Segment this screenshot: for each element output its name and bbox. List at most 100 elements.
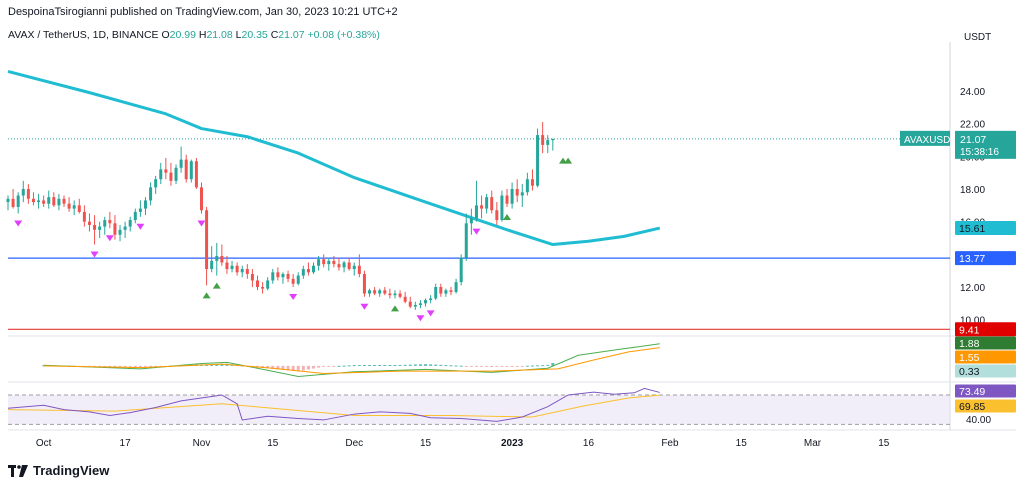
low-value: 20.35 bbox=[241, 29, 268, 41]
macd-histogram-bar bbox=[118, 365, 122, 367]
candle-body bbox=[454, 282, 458, 292]
countdown-text: 15:38:16 bbox=[960, 147, 999, 158]
close-value: 21.07 bbox=[278, 29, 305, 41]
candle-body bbox=[62, 198, 66, 204]
candle-body bbox=[184, 159, 188, 180]
candle-body bbox=[398, 293, 402, 297]
candle-body bbox=[347, 262, 351, 270]
candle-body bbox=[47, 197, 51, 204]
macd-histogram-bar bbox=[429, 364, 433, 366]
candle-body bbox=[72, 205, 76, 209]
candle-body bbox=[26, 189, 30, 199]
candle-body bbox=[317, 259, 321, 266]
macd-histogram-bar bbox=[261, 365, 265, 368]
candle-body bbox=[393, 293, 397, 296]
candle-body bbox=[57, 198, 61, 206]
rsi-value-tag-text: 73.49 bbox=[959, 386, 985, 398]
candle-body bbox=[551, 138, 555, 141]
sell-signal-triangle bbox=[289, 294, 298, 300]
change-value: +0.08 (+0.38%) bbox=[307, 29, 380, 41]
macd-histogram-bar bbox=[541, 365, 545, 367]
sell-signal-triangle bbox=[360, 303, 369, 310]
candle-body bbox=[159, 169, 163, 180]
macd-histogram-bar bbox=[474, 365, 478, 367]
sell-signal-triangle bbox=[105, 235, 114, 242]
red-level-tag-text: 9.41 bbox=[959, 324, 980, 336]
macd-histogram-bar bbox=[362, 365, 366, 367]
candle-body bbox=[230, 265, 234, 270]
candle-body bbox=[250, 273, 254, 281]
candle-body bbox=[164, 169, 168, 173]
candle-body bbox=[362, 273, 366, 294]
macd-histogram-bar bbox=[327, 365, 331, 367]
macd-histogram-bar bbox=[332, 365, 336, 367]
high-value: 21.08 bbox=[206, 29, 233, 41]
candle-body bbox=[123, 226, 127, 230]
macd-value-tag bbox=[955, 336, 1016, 350]
time-axis-label: Oct bbox=[36, 438, 52, 449]
candle-body bbox=[37, 200, 41, 203]
macd-line bbox=[43, 343, 660, 377]
candle-body bbox=[301, 269, 305, 276]
candle-body bbox=[225, 262, 229, 270]
rsi-ma-value-tag bbox=[955, 399, 1016, 413]
candle-body bbox=[149, 187, 153, 201]
candle-body bbox=[312, 265, 316, 273]
candle-body bbox=[199, 187, 203, 211]
candle-body bbox=[342, 262, 346, 268]
macd-histogram-bar bbox=[357, 365, 361, 367]
macd-histogram-bar bbox=[388, 364, 392, 366]
symbol-name-tag bbox=[900, 130, 950, 146]
candle-body bbox=[444, 290, 448, 294]
macd-histogram-bar bbox=[271, 365, 275, 369]
candle-body bbox=[439, 287, 443, 294]
blue-level-tag bbox=[955, 251, 1016, 266]
macd-histogram-bar bbox=[500, 365, 504, 367]
moving-average-line bbox=[7, 69, 661, 247]
tradingview-brand[interactable]: TradingView bbox=[8, 463, 109, 478]
candle-body bbox=[67, 203, 71, 209]
candle-body bbox=[413, 304, 417, 307]
macd-value-tag-text: 1.88 bbox=[959, 338, 980, 350]
macd-histogram-bar bbox=[510, 365, 514, 367]
macd-histogram-bar bbox=[398, 364, 402, 366]
blue-level-tag-text: 13.77 bbox=[959, 253, 985, 265]
candle-body bbox=[490, 197, 494, 211]
macd-histogram-bar bbox=[108, 365, 112, 367]
macd-histogram-bar bbox=[337, 365, 341, 367]
macd-histogram-bar bbox=[286, 365, 290, 371]
macd-histogram-bar bbox=[215, 364, 219, 366]
signal-value-tag-text: 1.55 bbox=[959, 352, 980, 364]
candle-body bbox=[174, 167, 178, 181]
symbol-bar: AVAX / TetherUS, 1D, BINANCE O20.99 H21.… bbox=[8, 29, 380, 41]
candle-body bbox=[31, 198, 35, 203]
time-axis-label: 15 bbox=[736, 438, 748, 449]
candle-body bbox=[383, 290, 387, 294]
last-price-tag-value: 21.07 bbox=[960, 134, 986, 146]
price-tick-label: 22.00 bbox=[960, 120, 985, 131]
candle-body bbox=[449, 290, 453, 292]
candle-body bbox=[169, 172, 173, 181]
candle-body bbox=[154, 179, 158, 188]
candle-body bbox=[500, 195, 504, 221]
candle-body bbox=[16, 195, 20, 207]
macd-histogram-bar bbox=[444, 365, 448, 367]
brand-label: TradingView bbox=[33, 463, 110, 478]
low-label: L bbox=[235, 29, 242, 41]
candle-body bbox=[240, 269, 244, 273]
macd-histogram-bar bbox=[281, 365, 285, 370]
macd-histogram-bar bbox=[551, 362, 555, 366]
price-tick-label: 24.00 bbox=[960, 87, 985, 98]
last-price-tag bbox=[955, 130, 1016, 159]
macd-histogram-bar bbox=[317, 365, 321, 368]
buy-signal-triangle bbox=[212, 282, 221, 289]
macd-histogram-bar bbox=[505, 365, 509, 367]
candle-body bbox=[179, 159, 183, 168]
open-label: O bbox=[161, 29, 170, 41]
macd-histogram-bar bbox=[378, 365, 382, 367]
macd-histogram-bar bbox=[495, 365, 499, 367]
sell-signal-triangle bbox=[472, 228, 481, 235]
candle-body bbox=[52, 197, 56, 206]
candle-body bbox=[546, 140, 550, 145]
